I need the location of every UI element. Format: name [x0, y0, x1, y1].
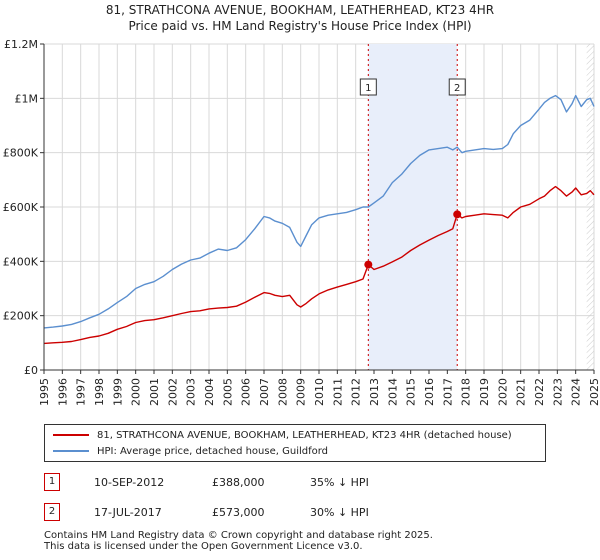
- legend: 81, STRATHCONA AVENUE, BOOKHAM, LEATHERH…: [44, 424, 546, 462]
- x-tick-label: 2024: [570, 378, 583, 406]
- transaction-hpi-diff: 35% ↓ HPI: [310, 476, 369, 489]
- legend-label-hpi: HPI: Average price, detached house, Guil…: [97, 446, 329, 457]
- x-tick-label: 2018: [460, 378, 473, 406]
- transaction-point: [453, 210, 462, 219]
- x-tick-label: 2012: [350, 378, 363, 406]
- transaction-row: 2 17-JUL-2017 £573,000 30% ↓ HPI: [44, 503, 564, 523]
- x-tick-label: 2001: [148, 378, 161, 406]
- x-tick-label: 1996: [56, 378, 69, 406]
- chart-subtitle: Price paid vs. HM Land Registry's House …: [128, 19, 472, 33]
- x-tick-label: 2017: [441, 378, 454, 406]
- legend-swatch-hpi: [53, 450, 89, 452]
- x-tick-label: 2006: [240, 378, 253, 406]
- x-tick-label: 2004: [203, 378, 216, 406]
- x-tick-label: 2008: [276, 378, 289, 406]
- y-tick-label: £600K: [3, 201, 39, 214]
- legend-item-hpi: HPI: Average price, detached house, Guil…: [53, 444, 328, 460]
- highlight-range: [368, 44, 458, 370]
- x-tick-label: 2009: [295, 378, 308, 406]
- transaction-label-box: [359, 78, 377, 96]
- x-tick-label: 2005: [221, 378, 234, 406]
- x-tick-label: 2023: [551, 378, 564, 406]
- transaction-price: £388,000: [212, 476, 265, 489]
- x-tick-label: 2016: [423, 378, 436, 406]
- y-tick-label: £800K: [3, 147, 39, 160]
- chart-title: 81, STRATHCONA AVENUE, BOOKHAM, LEATHERH…: [105, 3, 495, 17]
- transaction-date: 17-JUL-2017: [94, 506, 162, 519]
- transaction-label: 1: [365, 83, 371, 94]
- y-tick-label: £1.2M: [4, 38, 38, 51]
- footer: Contains HM Land Registry data © Crown c…: [44, 530, 433, 552]
- transaction-hpi-diff: 30% ↓ HPI: [310, 506, 369, 519]
- x-tick-label: 2002: [166, 378, 179, 406]
- x-tick-label: 2015: [405, 378, 418, 406]
- x-tick-label: 1995: [38, 378, 51, 406]
- legend-swatch-price-paid: [53, 434, 89, 436]
- transaction-badge: 1: [44, 473, 60, 491]
- x-tick-label: 2021: [515, 378, 528, 406]
- x-tick-label: 2011: [331, 378, 344, 406]
- legend-item-price-paid: 81, STRATHCONA AVENUE, BOOKHAM, LEATHERH…: [53, 428, 512, 444]
- transaction-price: £573,000: [212, 506, 265, 519]
- y-tick-label: £1M: [15, 92, 39, 105]
- y-tick-label: £0: [24, 364, 38, 377]
- legend-label-price-paid: 81, STRATHCONA AVENUE, BOOKHAM, LEATHERH…: [97, 430, 512, 441]
- transaction-label-box: [448, 78, 466, 96]
- transaction-point: [364, 260, 373, 269]
- x-tick-label: 2014: [386, 378, 399, 406]
- x-tick-label: 2019: [478, 378, 491, 406]
- x-tick-label: 2000: [130, 378, 143, 406]
- x-tick-label: 2013: [368, 378, 381, 406]
- x-tick-label: 1997: [75, 378, 88, 406]
- x-tick-label: 2020: [496, 378, 509, 406]
- transaction-badge: 2: [44, 503, 60, 521]
- series-line-price-paid: [43, 185, 595, 345]
- y-tick-label: £400K: [3, 255, 39, 268]
- x-tick-label: 2025: [588, 378, 600, 406]
- price-chart: 1 2 1995 1996 1997 1998 1999 2000 2001 2002 2003 2…: [3, 38, 600, 406]
- y-tick-label: £200K: [3, 310, 39, 323]
- x-tick-label: 2010: [313, 378, 326, 406]
- forecast-hatch: [586, 44, 594, 370]
- x-tick-label: 1998: [93, 378, 106, 406]
- transaction-row: 1 10-SEP-2012 £388,000 35% ↓ HPI: [44, 473, 564, 493]
- series-line-hpi: [43, 94, 595, 329]
- transaction-label: 2: [454, 83, 460, 94]
- footer-copyright: Contains HM Land Registry data © Crown c…: [44, 530, 433, 541]
- transaction-date: 10-SEP-2012: [94, 476, 165, 489]
- x-tick-label: 2007: [258, 378, 271, 406]
- footer-licence: This data is licensed under the Open Gov…: [44, 541, 363, 552]
- x-tick-label: 2022: [533, 378, 546, 406]
- x-tick-label: 2003: [185, 378, 198, 406]
- x-tick-label: 1999: [111, 378, 124, 406]
